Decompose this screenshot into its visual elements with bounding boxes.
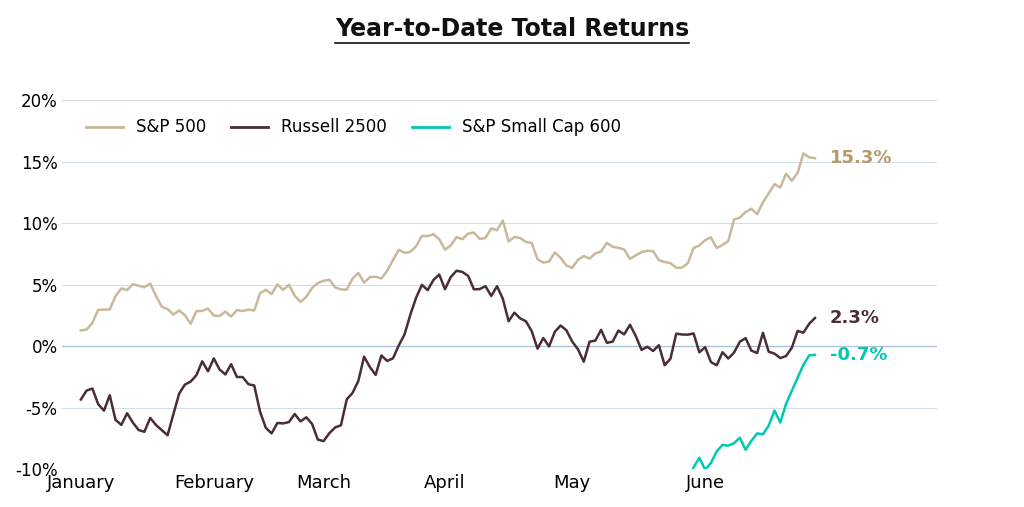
Text: -0.7%: -0.7% (829, 346, 887, 364)
Legend: S&P 500, Russell 2500, S&P Small Cap 600: S&P 500, Russell 2500, S&P Small Cap 600 (80, 112, 628, 143)
Text: 2.3%: 2.3% (829, 309, 880, 327)
Text: 15.3%: 15.3% (829, 149, 892, 167)
Text: Year-to-Date Total Returns: Year-to-Date Total Returns (335, 17, 689, 41)
